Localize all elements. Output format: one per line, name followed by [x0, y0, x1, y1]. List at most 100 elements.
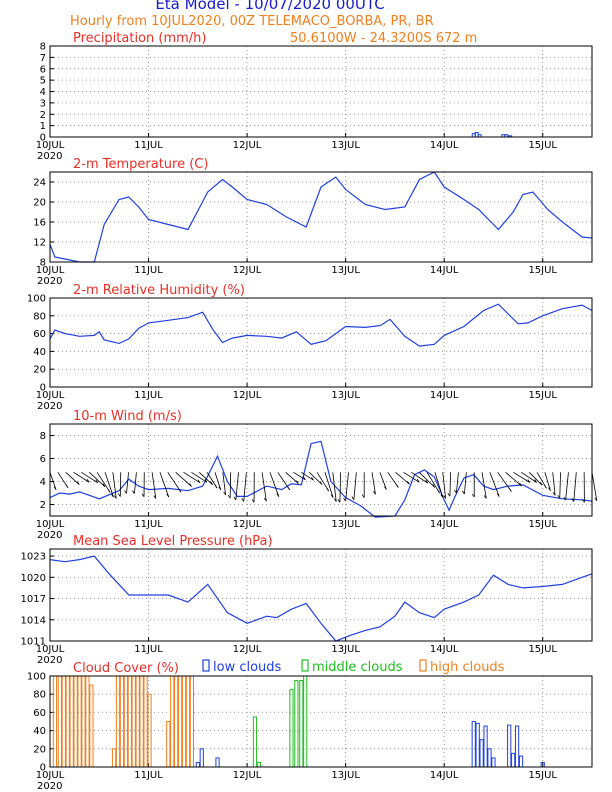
wind-arrow-head: [53, 486, 57, 490]
rh-ytick-label: 100: [27, 294, 46, 305]
cloud-bar: [73, 675, 78, 768]
rh-ytick-label: 40: [33, 347, 46, 358]
wind-arrow: [497, 472, 512, 492]
temp-xtick-label: 10JUL: [36, 265, 65, 276]
temp-ytick-label: 24: [33, 178, 46, 189]
legend-low-label: low clouds: [213, 660, 282, 675]
wind-arrow-head: [86, 479, 90, 483]
cloud-bar: [127, 675, 132, 768]
cloud-xtick-label: 13JUL: [331, 770, 360, 781]
cloud-ytick-label: 40: [33, 726, 46, 737]
wind-ytick-label: 4: [40, 477, 46, 488]
cloud-xtick-label: 12JUL: [233, 770, 262, 781]
wind-frame: [49, 423, 593, 517]
mslp-xtick-label: 11JUL: [134, 644, 163, 655]
wind-arrow: [552, 472, 556, 496]
cloud-legend: low clouds middle clouds high clouds: [202, 659, 505, 675]
wind-arrow-head: [425, 479, 429, 484]
wind-arrow: [559, 472, 561, 499]
wind-arrow: [411, 471, 428, 484]
wind-xtick-label: 15JUL: [528, 519, 557, 530]
wind-arrow: [332, 472, 337, 502]
cloud-ytick-label: 100: [27, 672, 46, 683]
wind-arrow: [339, 472, 342, 503]
temp-ytick-label: 8: [40, 258, 46, 269]
wind-arrow: [222, 472, 227, 495]
rh-xtick-label: 14JUL: [430, 390, 459, 401]
cloud-frame: [49, 675, 593, 768]
temp-ytick-label: 12: [33, 238, 46, 249]
legend-high-swatch: [419, 659, 427, 672]
mslp-ytick-label: 1023: [21, 552, 46, 563]
wind-arrow-head: [337, 498, 341, 503]
cloud-bar: [189, 675, 195, 768]
wind-arrow-head: [416, 478, 420, 483]
rh-ytick-label: 60: [33, 329, 46, 340]
rh-panel: 0 20 40 60 80 100 10JUL 11JUL 12JUL 13JUL 14JUL 15J…: [27, 283, 593, 412]
wind-arrow-head: [552, 492, 556, 496]
wind-arrow: [159, 472, 170, 498]
wind-arrow: [104, 472, 114, 498]
wind-arrow: [395, 471, 410, 485]
mslp-panel: 1011 1014 1017 1020 1023 10JUL 11JUL 12JUL 13JUL…: [21, 534, 593, 666]
wind-arrow-head: [396, 484, 399, 488]
wind-arrow: [591, 472, 598, 501]
wind-arrow-head: [437, 489, 441, 494]
cloud-bar: [177, 675, 183, 768]
wind-arrow-head: [594, 497, 598, 502]
cloud-ytick-label: 20: [33, 744, 46, 755]
precip-xtick-label: 14JUL: [430, 140, 459, 151]
cloud-bar: [123, 675, 128, 768]
precip-ytick-label: 5: [40, 76, 46, 87]
wind-arrow: [235, 472, 239, 500]
wind-xtick-label: 10JUL: [36, 519, 65, 530]
temp-title: 2-m Temperature (C): [73, 157, 208, 172]
wind-ytick-label: 2: [40, 500, 46, 511]
cloud-bar: [475, 722, 480, 768]
cloud-xtick-label: 11JUL: [134, 770, 163, 781]
wind-arrow-head: [343, 497, 346, 502]
cloud-bar: [507, 724, 512, 768]
wind-arrow-head: [454, 489, 457, 494]
rh-xtick-label: 12JUL: [233, 390, 262, 401]
cloud-bar: [115, 675, 121, 768]
wind-arrow-head: [443, 495, 446, 499]
wind-arrow-head: [303, 476, 306, 481]
precip-title: Precipitation (mm/h): [73, 31, 206, 46]
wind-xtick-label: 12JUL: [233, 519, 262, 530]
cloud-bar: [252, 716, 258, 768]
cloud-title: Cloud Cover (%): [73, 661, 179, 676]
cloud-ytick-label: 80: [33, 690, 46, 701]
wind-arrow: [134, 472, 137, 494]
cloud-bar: [256, 761, 262, 768]
wind-arrow-head: [124, 490, 127, 494]
precip-xtick-label: 13JUL: [331, 140, 360, 151]
wind-arrow-head: [539, 481, 543, 486]
wind-arrow-head: [471, 493, 475, 498]
wind-arrow: [183, 471, 201, 484]
temp-frame: [49, 171, 593, 263]
cloud-bar: [52, 675, 58, 768]
temp-year-label: 2020: [37, 276, 62, 287]
temp-xtick-label: 12JUL: [233, 265, 262, 276]
mslp-xtick-label: 14JUL: [430, 644, 459, 655]
precip-ytick-label: 0: [40, 133, 46, 144]
wind-arrow: [316, 472, 330, 492]
cloud-bar: [166, 721, 171, 768]
legend-middle-swatch: [301, 659, 309, 672]
wind-arrow: [167, 472, 182, 493]
wind-arrow: [285, 471, 299, 484]
cloud-bar: [81, 675, 86, 768]
legend-high-label: high clouds: [430, 660, 505, 675]
wind-arrow: [489, 472, 500, 497]
wind-ytick-label: 6: [40, 454, 46, 465]
wind-arrow-head: [296, 480, 299, 484]
cloud-bar: [139, 675, 144, 768]
cloud-bar: [199, 748, 204, 768]
cloud-bar: [511, 752, 516, 768]
wind-arrow: [464, 472, 467, 495]
wind-arrow: [269, 472, 280, 497]
temp-ytick-label: 16: [33, 218, 46, 229]
